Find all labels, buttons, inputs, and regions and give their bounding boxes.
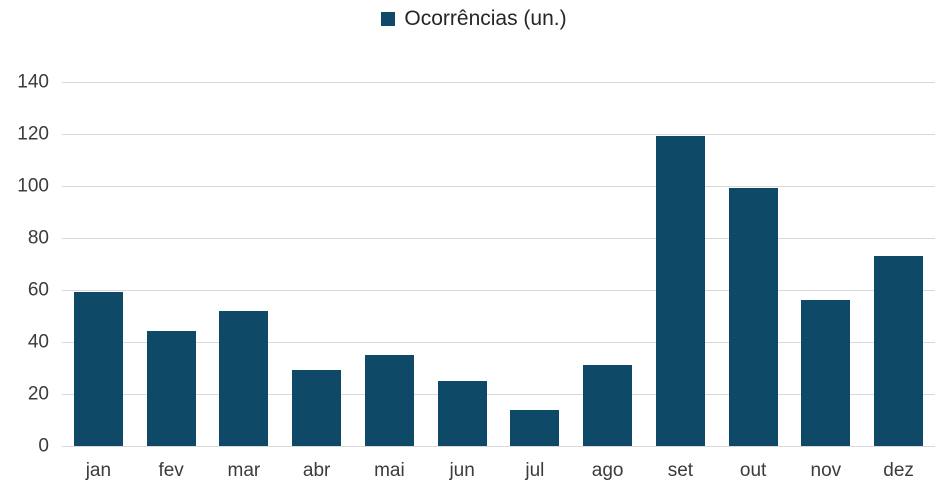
- x-axis-tick-label: abr: [302, 460, 331, 481]
- bar-jan[interactable]: [73, 292, 123, 446]
- y-axis-tick-label: 80: [27, 227, 49, 249]
- legend-label: Ocorrências (un.): [404, 7, 567, 30]
- gridline: [62, 341, 935, 343]
- y-axis-tick-label: 120: [17, 123, 49, 145]
- bar-dez[interactable]: [874, 255, 924, 446]
- y-axis-tick-label: 140: [17, 71, 49, 92]
- x-axis-tick-label: mai: [374, 460, 405, 481]
- bar-out[interactable]: [728, 188, 778, 446]
- x-axis-tick-label: out: [739, 460, 767, 481]
- bar-abr[interactable]: [292, 370, 342, 446]
- y-axis-tick-label: 0: [38, 435, 49, 457]
- x-axis-tick-label: ago: [591, 460, 624, 481]
- y-axis-tick-label: 20: [27, 383, 49, 405]
- legend-swatch-icon: [381, 11, 396, 26]
- x-axis-tick-label: dez: [883, 460, 914, 481]
- x-axis-tick-label: jul: [525, 460, 545, 481]
- gridline: [62, 289, 935, 291]
- x-axis-tick-label: set: [667, 460, 694, 481]
- bar-ago[interactable]: [583, 365, 633, 446]
- y-axis-tick-label: 60: [27, 279, 49, 301]
- bar-set[interactable]: [655, 136, 705, 446]
- gridline: [62, 237, 935, 239]
- gridline: [62, 446, 935, 447]
- x-axis-tick-label: jun: [449, 460, 475, 481]
- bar-fev[interactable]: [146, 331, 196, 446]
- bar-jul[interactable]: [510, 409, 560, 446]
- x-axis-tick-label: jan: [85, 460, 112, 481]
- gridline: [62, 81, 935, 83]
- x-axis-tick-label: mar: [227, 460, 261, 481]
- x-axis-tick-label: fev: [158, 460, 184, 481]
- bar-nov[interactable]: [801, 300, 851, 446]
- gridline: [62, 185, 935, 187]
- bar-jun[interactable]: [437, 380, 487, 446]
- gridline: [62, 393, 935, 395]
- x-axis-tick-label: nov: [810, 460, 842, 481]
- y-axis-tick-label: 100: [17, 175, 49, 197]
- chart-legend[interactable]: Ocorrências (un.): [0, 8, 948, 29]
- gridline: [62, 133, 935, 135]
- bar-mai[interactable]: [364, 354, 414, 446]
- bar-mar[interactable]: [219, 310, 269, 446]
- y-axis-tick-label: 40: [27, 331, 49, 353]
